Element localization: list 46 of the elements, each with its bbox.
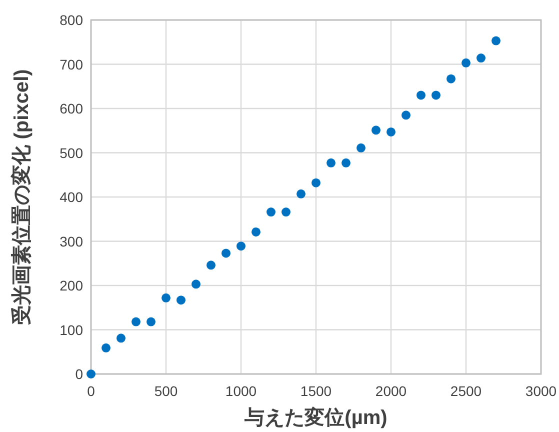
y-tick-label: 600 bbox=[60, 100, 84, 116]
point bbox=[116, 334, 126, 343]
point bbox=[192, 280, 200, 289]
y-tick-label: 700 bbox=[60, 56, 84, 72]
point bbox=[146, 317, 156, 326]
point bbox=[326, 158, 336, 168]
y-tick-label: 300 bbox=[60, 233, 84, 250]
x-tick-label: 500 bbox=[154, 383, 178, 399]
point bbox=[356, 143, 366, 152]
point bbox=[162, 293, 170, 302]
point bbox=[462, 58, 470, 68]
point bbox=[432, 90, 440, 100]
point bbox=[266, 208, 276, 217]
point bbox=[312, 178, 320, 188]
x-tick-label: 2500 bbox=[450, 383, 482, 399]
x-axis-title: 与えた変位(µm) bbox=[244, 406, 388, 429]
point bbox=[342, 158, 350, 168]
y-axis-title: 受光画素位置の変化 (pixcel) bbox=[10, 69, 33, 325]
point bbox=[296, 189, 306, 198]
point bbox=[476, 54, 486, 63]
x-tick-label: 1500 bbox=[300, 383, 332, 399]
y-tick-label: 800 bbox=[60, 12, 84, 28]
point bbox=[386, 127, 396, 136]
point bbox=[86, 370, 96, 378]
point bbox=[416, 90, 426, 100]
point bbox=[222, 248, 230, 258]
point bbox=[176, 296, 186, 305]
point bbox=[446, 74, 456, 84]
x-tick-label: 0 bbox=[87, 383, 96, 399]
x-tick-label: 1000 bbox=[225, 383, 257, 399]
point bbox=[236, 242, 246, 251]
point bbox=[252, 227, 260, 236]
point bbox=[282, 208, 290, 217]
y-tick-label: 200 bbox=[60, 278, 84, 294]
x-tick-label: 3000 bbox=[525, 383, 557, 399]
y-tick-label: 400 bbox=[60, 189, 84, 205]
y-tick-label: 0 bbox=[75, 366, 84, 382]
x-tick-label: 2000 bbox=[375, 383, 407, 399]
y-tick-label: 100 bbox=[60, 322, 84, 338]
point bbox=[402, 110, 410, 120]
point bbox=[492, 36, 500, 46]
point bbox=[132, 317, 140, 326]
point bbox=[206, 260, 216, 270]
point bbox=[372, 126, 380, 135]
point bbox=[102, 343, 110, 352]
y-tick-label: 500 bbox=[60, 144, 84, 161]
